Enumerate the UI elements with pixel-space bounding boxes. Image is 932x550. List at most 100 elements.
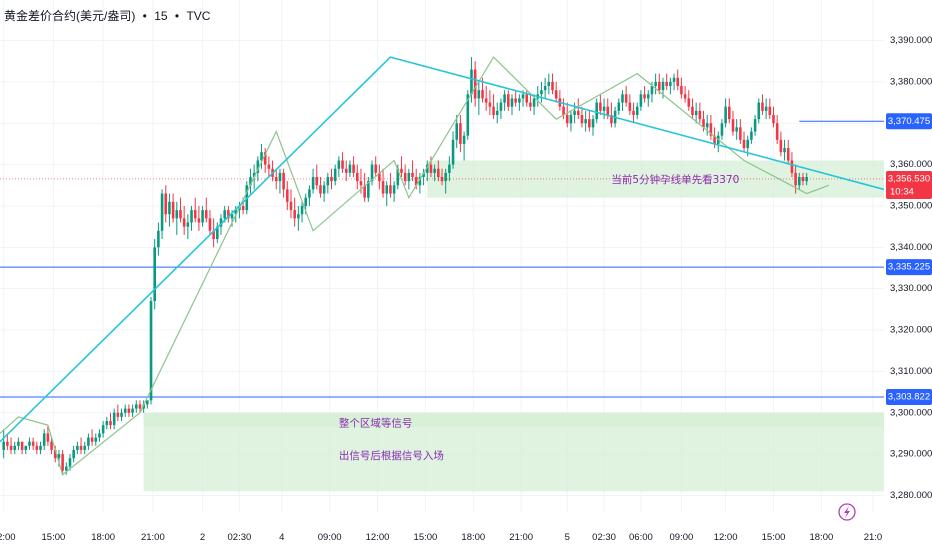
candle — [507, 94, 510, 107]
candle — [429, 164, 433, 173]
x-tick-label: 12:00 — [714, 532, 738, 543]
candle — [540, 90, 543, 95]
candle — [764, 106, 768, 111]
candle — [554, 90, 558, 99]
y-tick-label: 3,310.000 — [890, 366, 932, 377]
candle — [142, 404, 145, 409]
candle — [477, 90, 481, 99]
candle — [676, 77, 680, 87]
candle — [282, 172, 285, 190]
candle — [39, 445, 42, 450]
candle — [190, 210, 193, 223]
candle — [120, 412, 123, 417]
candle — [709, 123, 713, 136]
candle — [153, 247, 156, 302]
candle — [753, 119, 757, 132]
candle — [6, 441, 9, 446]
y-tick-label: 3,320.000 — [890, 325, 932, 336]
candle — [164, 193, 168, 215]
candle — [724, 106, 727, 124]
candle — [363, 185, 366, 198]
candle — [750, 131, 753, 140]
candle — [451, 139, 455, 165]
time-axis-bg — [0, 526, 932, 550]
candle — [90, 437, 94, 442]
candle — [68, 458, 72, 467]
candle — [624, 94, 628, 103]
trend-lines[interactable] — [0, 56, 885, 443]
signal-zones — [143, 160, 884, 492]
candle — [786, 148, 790, 161]
candle — [425, 164, 429, 173]
candle — [134, 404, 138, 409]
candle — [606, 106, 610, 115]
candle — [569, 114, 573, 124]
candle — [617, 102, 621, 111]
candle — [374, 164, 377, 173]
candle — [805, 177, 808, 182]
candle — [739, 127, 742, 140]
candle — [146, 400, 149, 405]
y-tick-label: 3,350.000 — [890, 200, 932, 211]
candle — [772, 114, 775, 124]
candle — [742, 139, 746, 149]
candle — [256, 160, 260, 173]
x-tick-label: 15:00 — [762, 532, 786, 543]
candle — [761, 102, 764, 111]
candle — [322, 185, 326, 194]
chart-title: 黄金差价合约(美元/盎司) • 15 • TVC — [4, 7, 214, 24]
bolt-logo-icon[interactable] — [838, 503, 856, 521]
candle — [573, 110, 576, 115]
x-tick-label: 5 — [565, 532, 570, 543]
candle — [654, 81, 657, 87]
x-tick-label: 02:30 — [228, 532, 252, 543]
candle — [591, 119, 595, 128]
candle — [116, 412, 120, 417]
candle — [131, 408, 134, 413]
candle — [105, 421, 109, 426]
candle — [518, 98, 521, 103]
candle — [433, 168, 436, 173]
y-tick-label: 3,380.000 — [890, 76, 932, 87]
symbol-name: 黄金差价合约(美元/盎司) — [4, 9, 136, 23]
candle — [293, 210, 296, 219]
candle — [234, 210, 238, 215]
candle — [385, 185, 389, 194]
candle — [367, 181, 370, 198]
y-tick-label: 3,390.000 — [890, 35, 932, 46]
x-tick-label: 09:00 — [318, 532, 342, 543]
time-axis[interactable]: 12:00 15:00 18:00 21:00 2 02:30 4 09:00 12:00 15:… — [0, 526, 932, 550]
candle — [514, 98, 517, 103]
candle — [521, 94, 525, 99]
candle — [201, 210, 204, 223]
candle — [193, 210, 197, 219]
trend-line[interactable] — [0, 56, 885, 443]
x-tick-label: 12:00 — [0, 532, 16, 543]
zigzag-line — [0, 56, 829, 476]
candle — [683, 94, 687, 99]
candle — [112, 412, 116, 426]
candle — [274, 177, 278, 182]
candle — [28, 441, 31, 446]
candle — [263, 152, 267, 165]
candle — [418, 177, 422, 186]
candle — [503, 94, 506, 103]
candle — [160, 193, 164, 231]
candle — [31, 441, 35, 446]
candle — [333, 168, 337, 182]
x-tick-label: 18:00 — [809, 532, 833, 543]
candle — [50, 441, 53, 450]
candle — [639, 94, 643, 107]
title-separator: • — [142, 9, 147, 23]
candle — [783, 148, 786, 153]
candle — [790, 160, 794, 173]
current-price-label: 3,356.530 — [888, 173, 930, 184]
candle — [304, 197, 308, 206]
candle — [326, 177, 330, 186]
candle — [643, 94, 646, 99]
level-tag-label: 3,370.475 — [888, 116, 930, 127]
x-tick-label: 09:00 — [670, 532, 694, 543]
candle — [297, 214, 300, 219]
